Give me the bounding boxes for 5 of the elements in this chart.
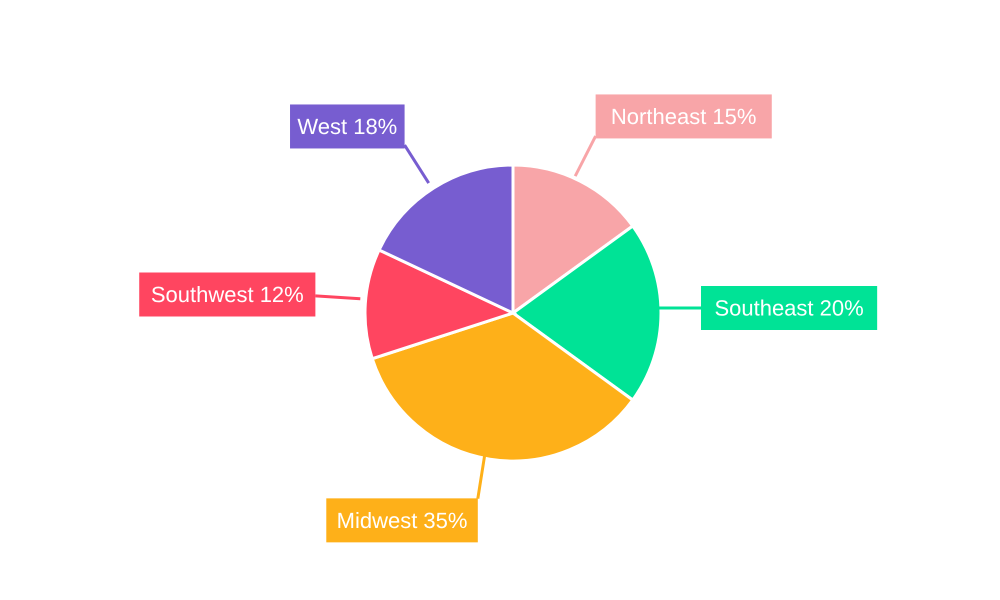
slice-label: Northeast 15% [610, 104, 756, 129]
slice-label: Southeast 20% [714, 296, 864, 320]
slice-label: Midwest 35% [336, 508, 468, 533]
slice-label: West 18% [297, 114, 398, 139]
slice-label: Southwest 12% [150, 282, 304, 307]
